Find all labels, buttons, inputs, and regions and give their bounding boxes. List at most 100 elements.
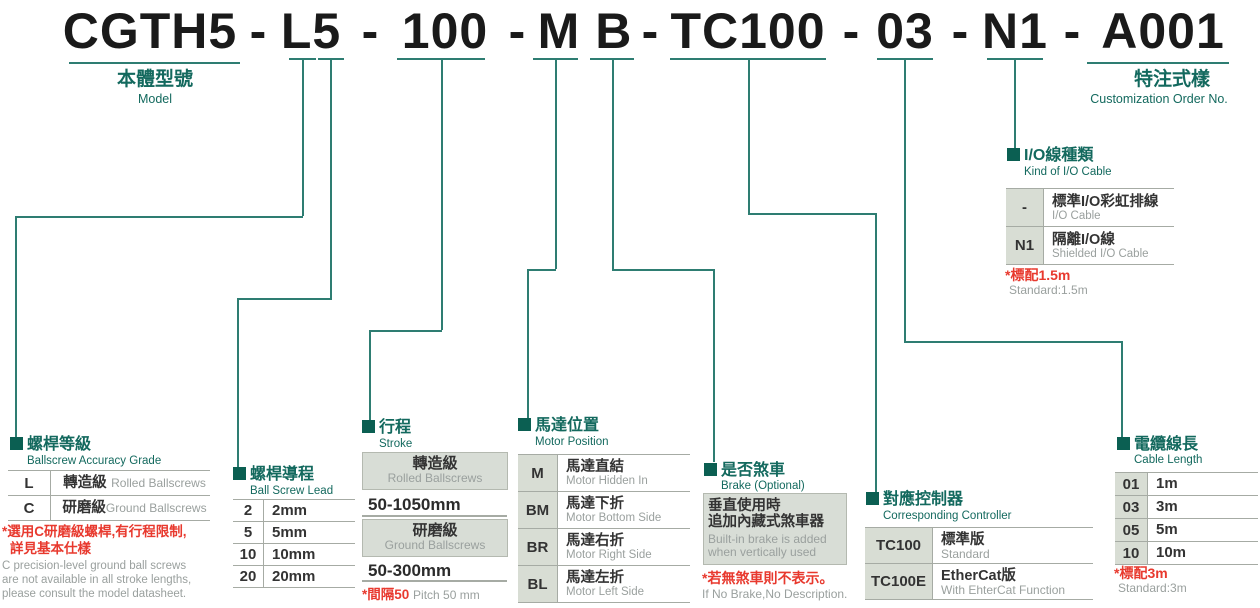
model-segment-controller: TC100 — [670, 3, 826, 59]
accuracy-label: 研磨級 Ground Ballscrews — [50, 496, 210, 520]
io-label-en: Shielded I/O Cable — [1052, 247, 1149, 260]
cable-note-gray: Standard:3m — [1118, 581, 1187, 595]
line-L-1 — [302, 58, 304, 216]
stroke-bullet-square — [362, 420, 375, 433]
brake-info-box: 垂直使用時 追加內藏式煞車器 Built-in brake is added w… — [703, 493, 847, 565]
hyphen: - — [641, 3, 659, 59]
custom-underline — [1087, 62, 1229, 64]
brake-note-red: *若無煞車則不表示。 — [702, 570, 834, 586]
table-row: 20 20mm — [233, 565, 355, 587]
motor-title-zh: 馬達位置 — [535, 417, 600, 434]
hyphen: - — [508, 3, 526, 59]
lead-code: 20 — [239, 568, 257, 585]
stroke-title-en: Stroke — [379, 438, 413, 450]
brake-note-gray: If No Brake,No Description. — [702, 587, 848, 601]
accuracy-note-gray-line2: are not available in all stroke lengths, — [2, 574, 192, 586]
line-M-2 — [527, 269, 556, 271]
motor-label: 馬達右折 Motor Right Side — [557, 529, 690, 565]
line-TC-1 — [748, 58, 750, 213]
lead-title-zh: 螺桿導程 — [250, 466, 315, 483]
brake-title-zh: 是否煞車 — [721, 462, 786, 479]
motor-label-en: Motor Hidden In — [566, 475, 648, 487]
line-TC-2 — [748, 213, 877, 215]
io-table: - 標準I/O彩虹排線 I/O Cable N1 隔離I/O線 Shielded… — [1006, 188, 1174, 265]
brake-box-en2: when vertically used — [708, 545, 817, 559]
cable-bullet-square — [1117, 437, 1130, 450]
brake-box-en1: Built-in brake is added — [708, 532, 827, 546]
io-label: 標準I/O彩虹排線 I/O Cable — [1043, 189, 1174, 226]
motor-title-en: Motor Position — [535, 436, 609, 448]
hyphen: - — [951, 3, 969, 59]
accuracy-title-zh: 螺桿等級 — [27, 436, 92, 453]
cable-label: 5m — [1147, 519, 1258, 541]
line-03-2 — [904, 341, 1123, 343]
brake-title-en: Brake (Optional) — [721, 480, 805, 492]
table-row: M 馬達直結 Motor Hidden In — [518, 454, 690, 491]
io-note-red: *標配1.5m — [1005, 267, 1071, 283]
model-segment-io: N1 — [982, 3, 1048, 59]
motor-label-zh: 馬達左折 — [566, 570, 624, 586]
io-code: - — [1006, 189, 1043, 226]
table-row: C 研磨級 Ground Ballscrews — [8, 495, 210, 520]
io-code: N1 — [1006, 227, 1043, 264]
table-row: BR 馬達右折 Motor Right Side — [518, 528, 690, 565]
line-B-3 — [713, 269, 715, 462]
hyphen: - — [249, 3, 267, 59]
line-5-2 — [237, 298, 332, 300]
accuracy-label-zh: 轉造級 — [63, 475, 107, 491]
controller-title-zh: 對應控制器 — [883, 491, 964, 508]
table-row: 01 1m — [1115, 472, 1258, 495]
table-row: TC100E EtherCat版 With EhterCat Function — [865, 563, 1093, 599]
controller-title-en: Corresponding Controller — [883, 510, 1012, 522]
stroke-section-zh: 轉造級 — [412, 455, 458, 472]
motor-code: M — [518, 455, 557, 491]
table-row: 03 3m — [1115, 495, 1258, 518]
lead-label: 2mm — [263, 500, 355, 521]
controller-label-zh: 標準版 — [941, 531, 985, 548]
io-label-zh: 隔離I/O線 — [1052, 231, 1115, 248]
stroke-section-en: Ground Ballscrews — [384, 538, 486, 552]
table-row: 10 10mm — [233, 543, 355, 565]
lead-label-text: 2mm — [272, 501, 308, 519]
accuracy-code: C — [23, 499, 35, 517]
stroke-note: *間隔50 Pitch 50 mm — [362, 587, 480, 603]
brake-box-zh1: 垂直使用時 — [708, 498, 781, 514]
io-label-en: I/O Cable — [1052, 209, 1101, 222]
controller-bullet-square — [866, 492, 879, 505]
line-100-3 — [369, 330, 371, 420]
stroke-section-ground: 研磨級 Ground Ballscrews — [362, 519, 508, 557]
motor-label-zh: 馬達右折 — [566, 533, 624, 549]
stroke-rule-2 — [362, 580, 507, 582]
cable-label-text: 1m — [1156, 475, 1178, 492]
controller-label-zh: EtherCat版 — [941, 567, 1016, 584]
stroke-range-rolled: 50-1050mm — [368, 495, 461, 514]
lead-code: 5 — [243, 524, 253, 541]
motor-label-zh: 馬達直結 — [566, 459, 624, 475]
io-title-zh: I/O線種類 — [1024, 147, 1094, 164]
motor-label: 馬達直結 Motor Hidden In — [557, 455, 690, 491]
model-segment-motor-brake: M B — [537, 3, 633, 59]
lead-label: 5mm — [263, 522, 355, 543]
lead-bullet-square — [233, 467, 246, 480]
model-underline — [69, 62, 240, 64]
stroke-section-rolled: 轉造級 Rolled Ballscrews — [362, 452, 508, 490]
model-segment-series: CGTH5 — [62, 3, 238, 59]
motor-label-en: Motor Right Side — [566, 549, 652, 561]
lead-code: 2 — [243, 502, 253, 519]
cable-code: 01 — [1115, 473, 1147, 495]
cable-label: 10m — [1147, 542, 1258, 564]
table-row: BL 馬達左折 Motor Left Side — [518, 565, 690, 602]
lead-title-en: Ball Screw Lead — [250, 485, 334, 497]
line-TC-3 — [875, 213, 877, 492]
hyphen: - — [1063, 3, 1081, 59]
line-5-3 — [237, 298, 239, 467]
line-03-3 — [1121, 341, 1123, 437]
brake-box-zh2: 追加內藏式煞車器 — [708, 514, 824, 530]
motor-label: 馬達左折 Motor Left Side — [557, 566, 690, 602]
model-segment-stroke: 100 — [401, 3, 489, 59]
brake-bullet-square — [704, 463, 717, 476]
table-row: 05 5m — [1115, 518, 1258, 541]
cable-code: 05 — [1115, 519, 1147, 541]
line-100-2 — [369, 330, 442, 332]
